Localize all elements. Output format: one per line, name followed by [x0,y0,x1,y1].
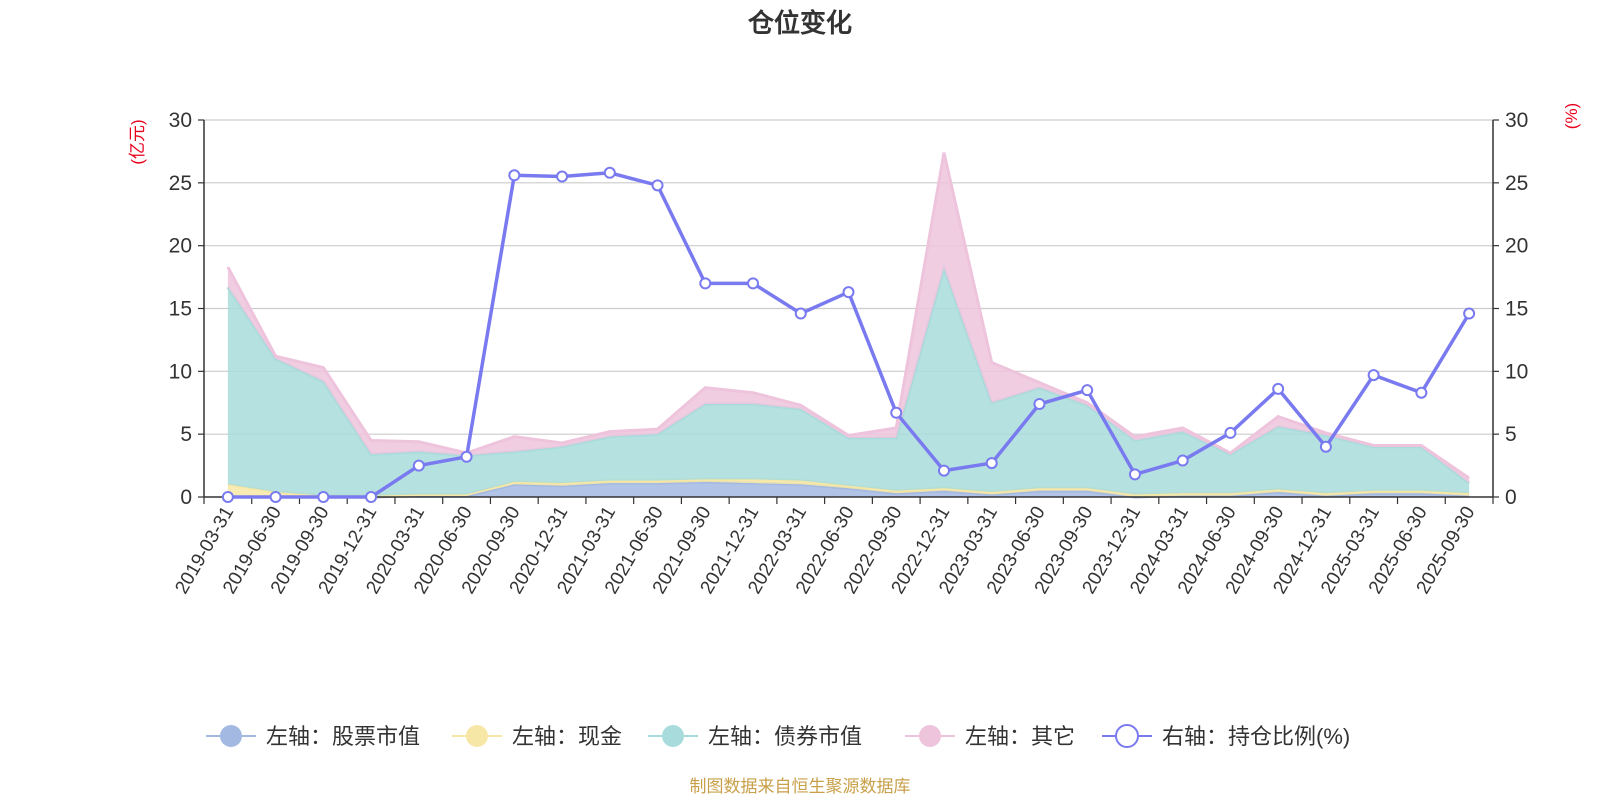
legend-marker [220,725,242,747]
legend-label: 左轴：其它 [965,724,1075,749]
gridlines [204,119,1493,435]
right-tick-label: 20 [1505,235,1528,258]
source-note: 制图数据来自恒生聚源数据库 [690,777,911,796]
line-point [1319,440,1332,453]
legend-label: 左轴：债券市值 [708,724,862,749]
legend-marker [919,725,941,747]
line-point [937,464,950,477]
legend-marker [662,725,684,747]
line-point [1415,386,1428,399]
line-point [1463,307,1476,320]
left-tick-label: 5 [180,423,192,446]
line-point [412,459,425,472]
right-tick-label: 5 [1505,423,1517,446]
right-tick-label: 15 [1505,298,1528,321]
line-point [460,450,473,463]
chart-title: 仓位变化 [747,8,852,38]
right-tick-label: 30 [1505,109,1528,132]
line-point [365,491,378,503]
line-point [556,170,569,183]
line-point [221,491,234,503]
line-point [699,277,712,290]
legend-item-4[interactable]: 右轴：持仓比例(%) [1102,724,1350,749]
left-tick-label: 30 [169,109,192,132]
line-point [794,307,807,320]
line-point [1272,382,1285,395]
legend-item-2[interactable]: 左轴：债券市值 [648,724,862,749]
right-tick-label: 25 [1505,172,1528,195]
line-point [651,179,664,192]
legend-item-3[interactable]: 左轴：其它 [905,724,1075,749]
legend-label: 左轴：现金 [512,724,622,749]
legend-item-1[interactable]: 左轴：现金 [452,724,622,749]
line-point [842,286,855,299]
area-series-2 [227,268,1470,496]
legend: 左轴：股票市值 左轴：现金 左轴：债券市值 左轴：其它 右轴：持仓比例(%) [206,724,1350,749]
line-point [1081,384,1094,397]
line-point [1033,398,1046,411]
area-edge-3 [226,152,1470,480]
line-point [747,277,760,290]
right-tick-label: 10 [1505,360,1528,383]
legend-label: 右轴：持仓比例(%) [1162,724,1350,749]
line-point [985,457,998,470]
line-point [1128,468,1141,481]
legend-item-0[interactable]: 左轴：股票市值 [206,724,420,749]
line-point [1367,369,1380,382]
left-tick-label: 0 [180,486,192,509]
legend-marker [1115,724,1139,748]
line-point [1224,426,1237,439]
legend-label: 左轴：股票市值 [266,724,420,749]
left-tick-label: 10 [169,360,192,383]
right-tick-label: 0 [1505,486,1517,509]
left-tick-label: 20 [169,235,192,258]
line-point [269,491,282,503]
line-point [603,166,616,179]
line-point [890,406,903,419]
area-edge-2 [226,263,1471,485]
line-point [1176,454,1189,467]
left-tick-label: 15 [169,298,192,321]
legend-marker [466,725,488,747]
right-axis-unit: (%) [1562,103,1581,129]
line-point [508,169,521,182]
left-tick-label: 25 [169,172,192,195]
line-point [317,491,330,503]
ratio-line [221,166,1476,503]
stacked-areas [226,152,1471,499]
left-axis-unit: (亿元) [128,119,147,164]
